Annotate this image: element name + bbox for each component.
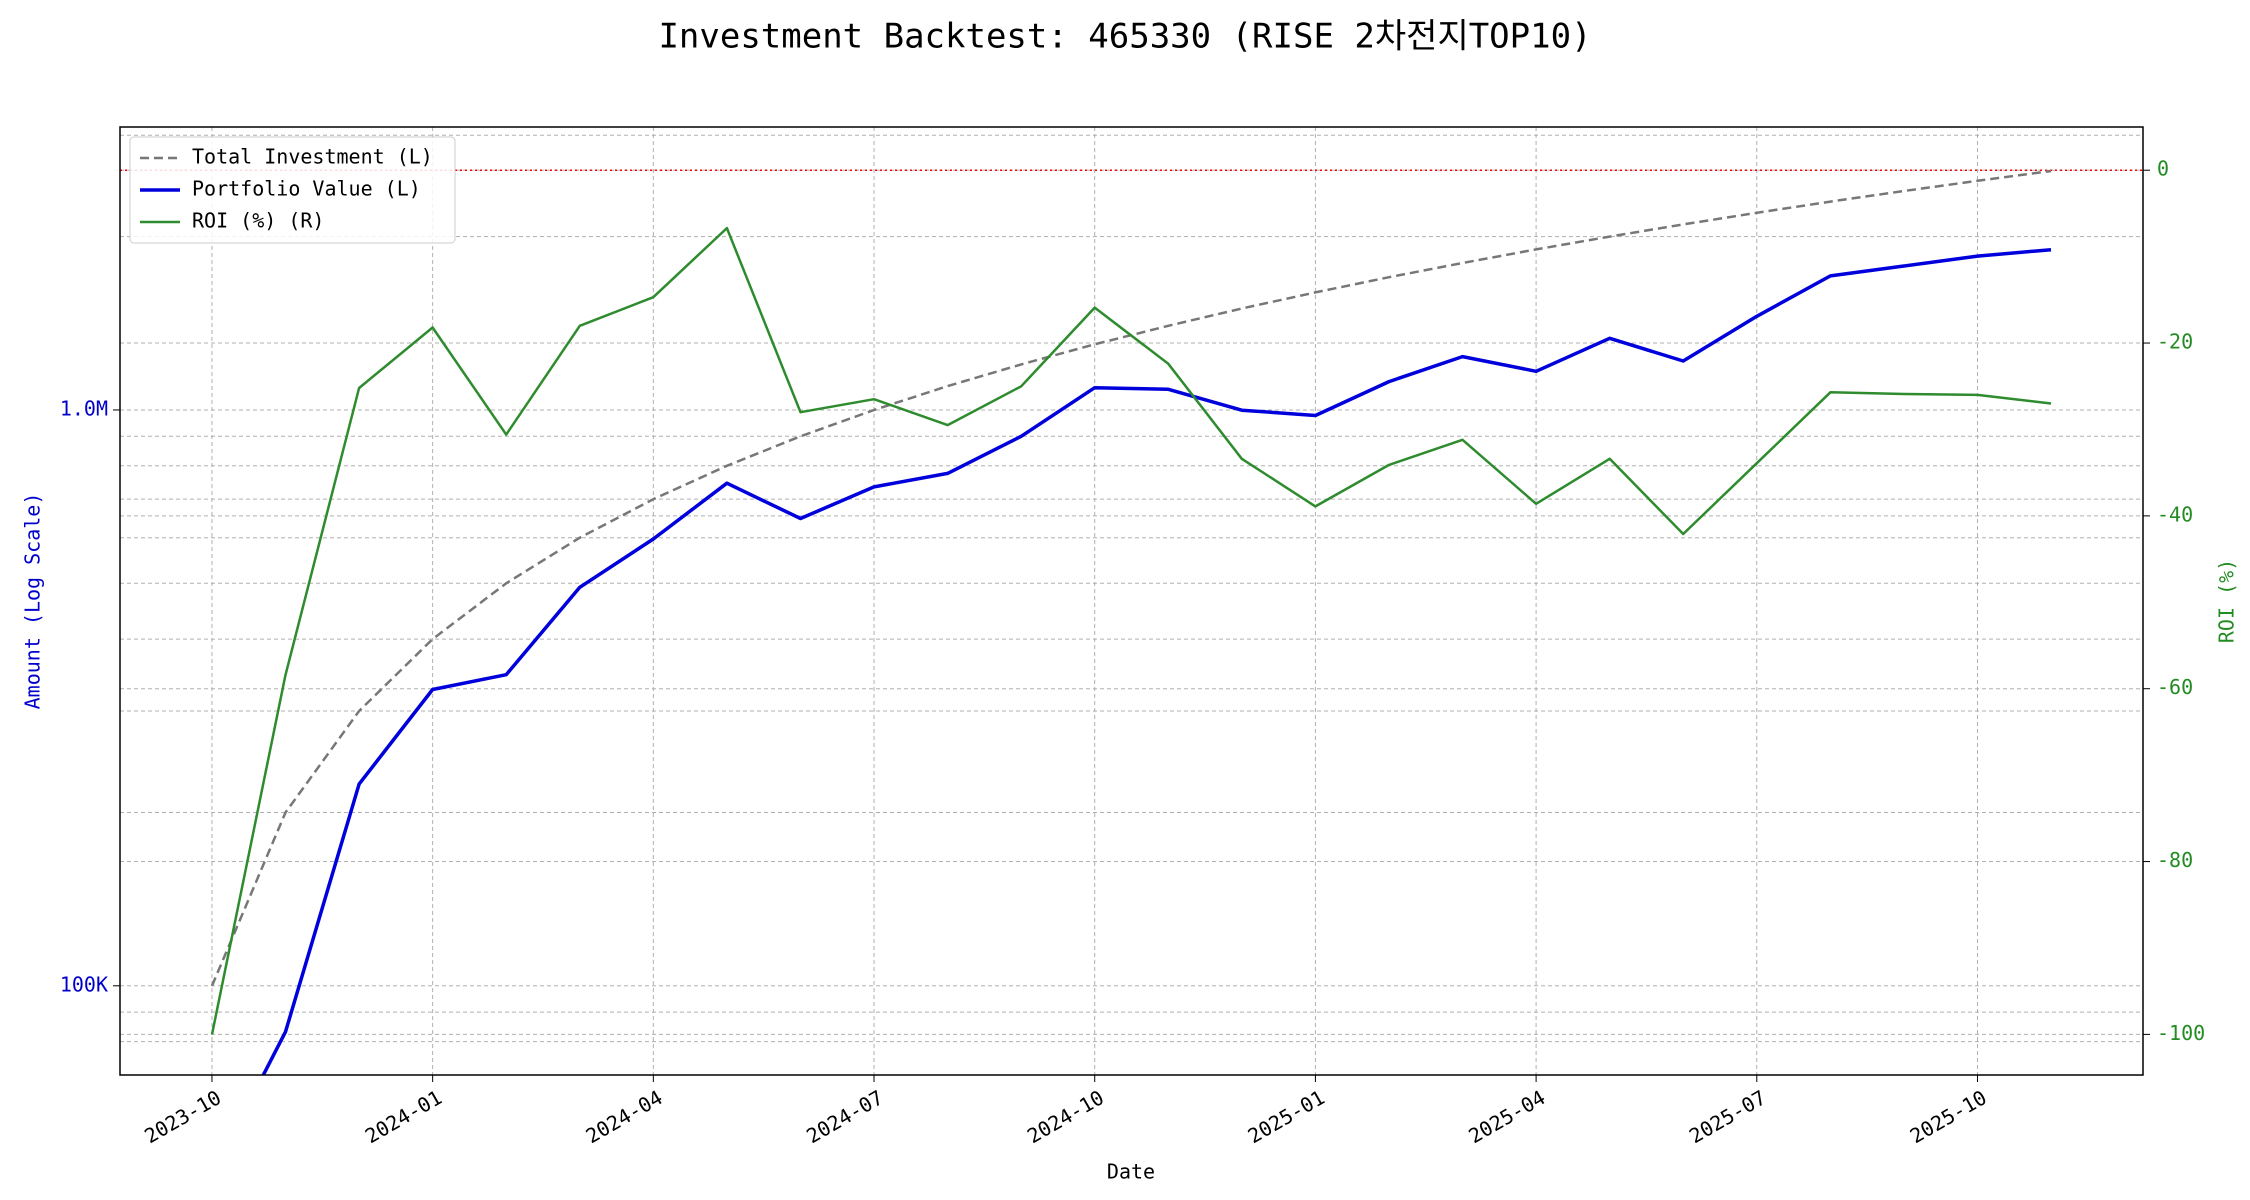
- y-tick-label: 100K: [60, 972, 108, 996]
- x-tick-label: 2025-01: [1244, 1085, 1329, 1148]
- y-axis-label: Amount (Log Scale): [21, 493, 45, 710]
- x-tick-label: 2025-07: [1685, 1085, 1770, 1148]
- x-axis-label: Date: [1107, 1160, 1155, 1184]
- series-line: [261, 247, 2052, 1075]
- x-tick-label: 2024-10: [1023, 1085, 1108, 1148]
- y2-tick-label: 0: [2157, 157, 2169, 181]
- y2-tick-label: -80: [2157, 848, 2193, 872]
- x-tick-label: 2025-10: [1906, 1085, 1991, 1148]
- x-tick-label: 2024-04: [582, 1085, 667, 1148]
- y2-tick-label: -60: [2157, 675, 2193, 699]
- legend-label: Portfolio Value (L): [192, 177, 421, 201]
- legend-label: ROI (%) (R): [192, 209, 324, 233]
- legend-box: [129, 136, 456, 244]
- plot-area: [120, 169, 2143, 1075]
- y2-axis-label: ROI (%): [2215, 559, 2239, 643]
- legend-label: Total Investment (L): [192, 145, 433, 169]
- y2-tick-label: -40: [2157, 502, 2193, 526]
- series-line: [210, 169, 2052, 987]
- series-line: [210, 226, 2052, 1035]
- y2-tick-label: -100: [2157, 1021, 2205, 1045]
- x-tick-label: 2024-01: [361, 1085, 446, 1148]
- x-tick-label: 2024-07: [802, 1085, 887, 1148]
- y2-tick-label: -20: [2157, 330, 2193, 354]
- x-tick-label: 2025-04: [1464, 1085, 1549, 1148]
- chart-title: Investment Backtest: 465330 (RISE 2차전지TO…: [658, 17, 1591, 57]
- x-tick-label: 2023-10: [140, 1085, 225, 1148]
- plot-frame: [119, 126, 2144, 1076]
- y-tick-label: 1.0M: [60, 396, 108, 420]
